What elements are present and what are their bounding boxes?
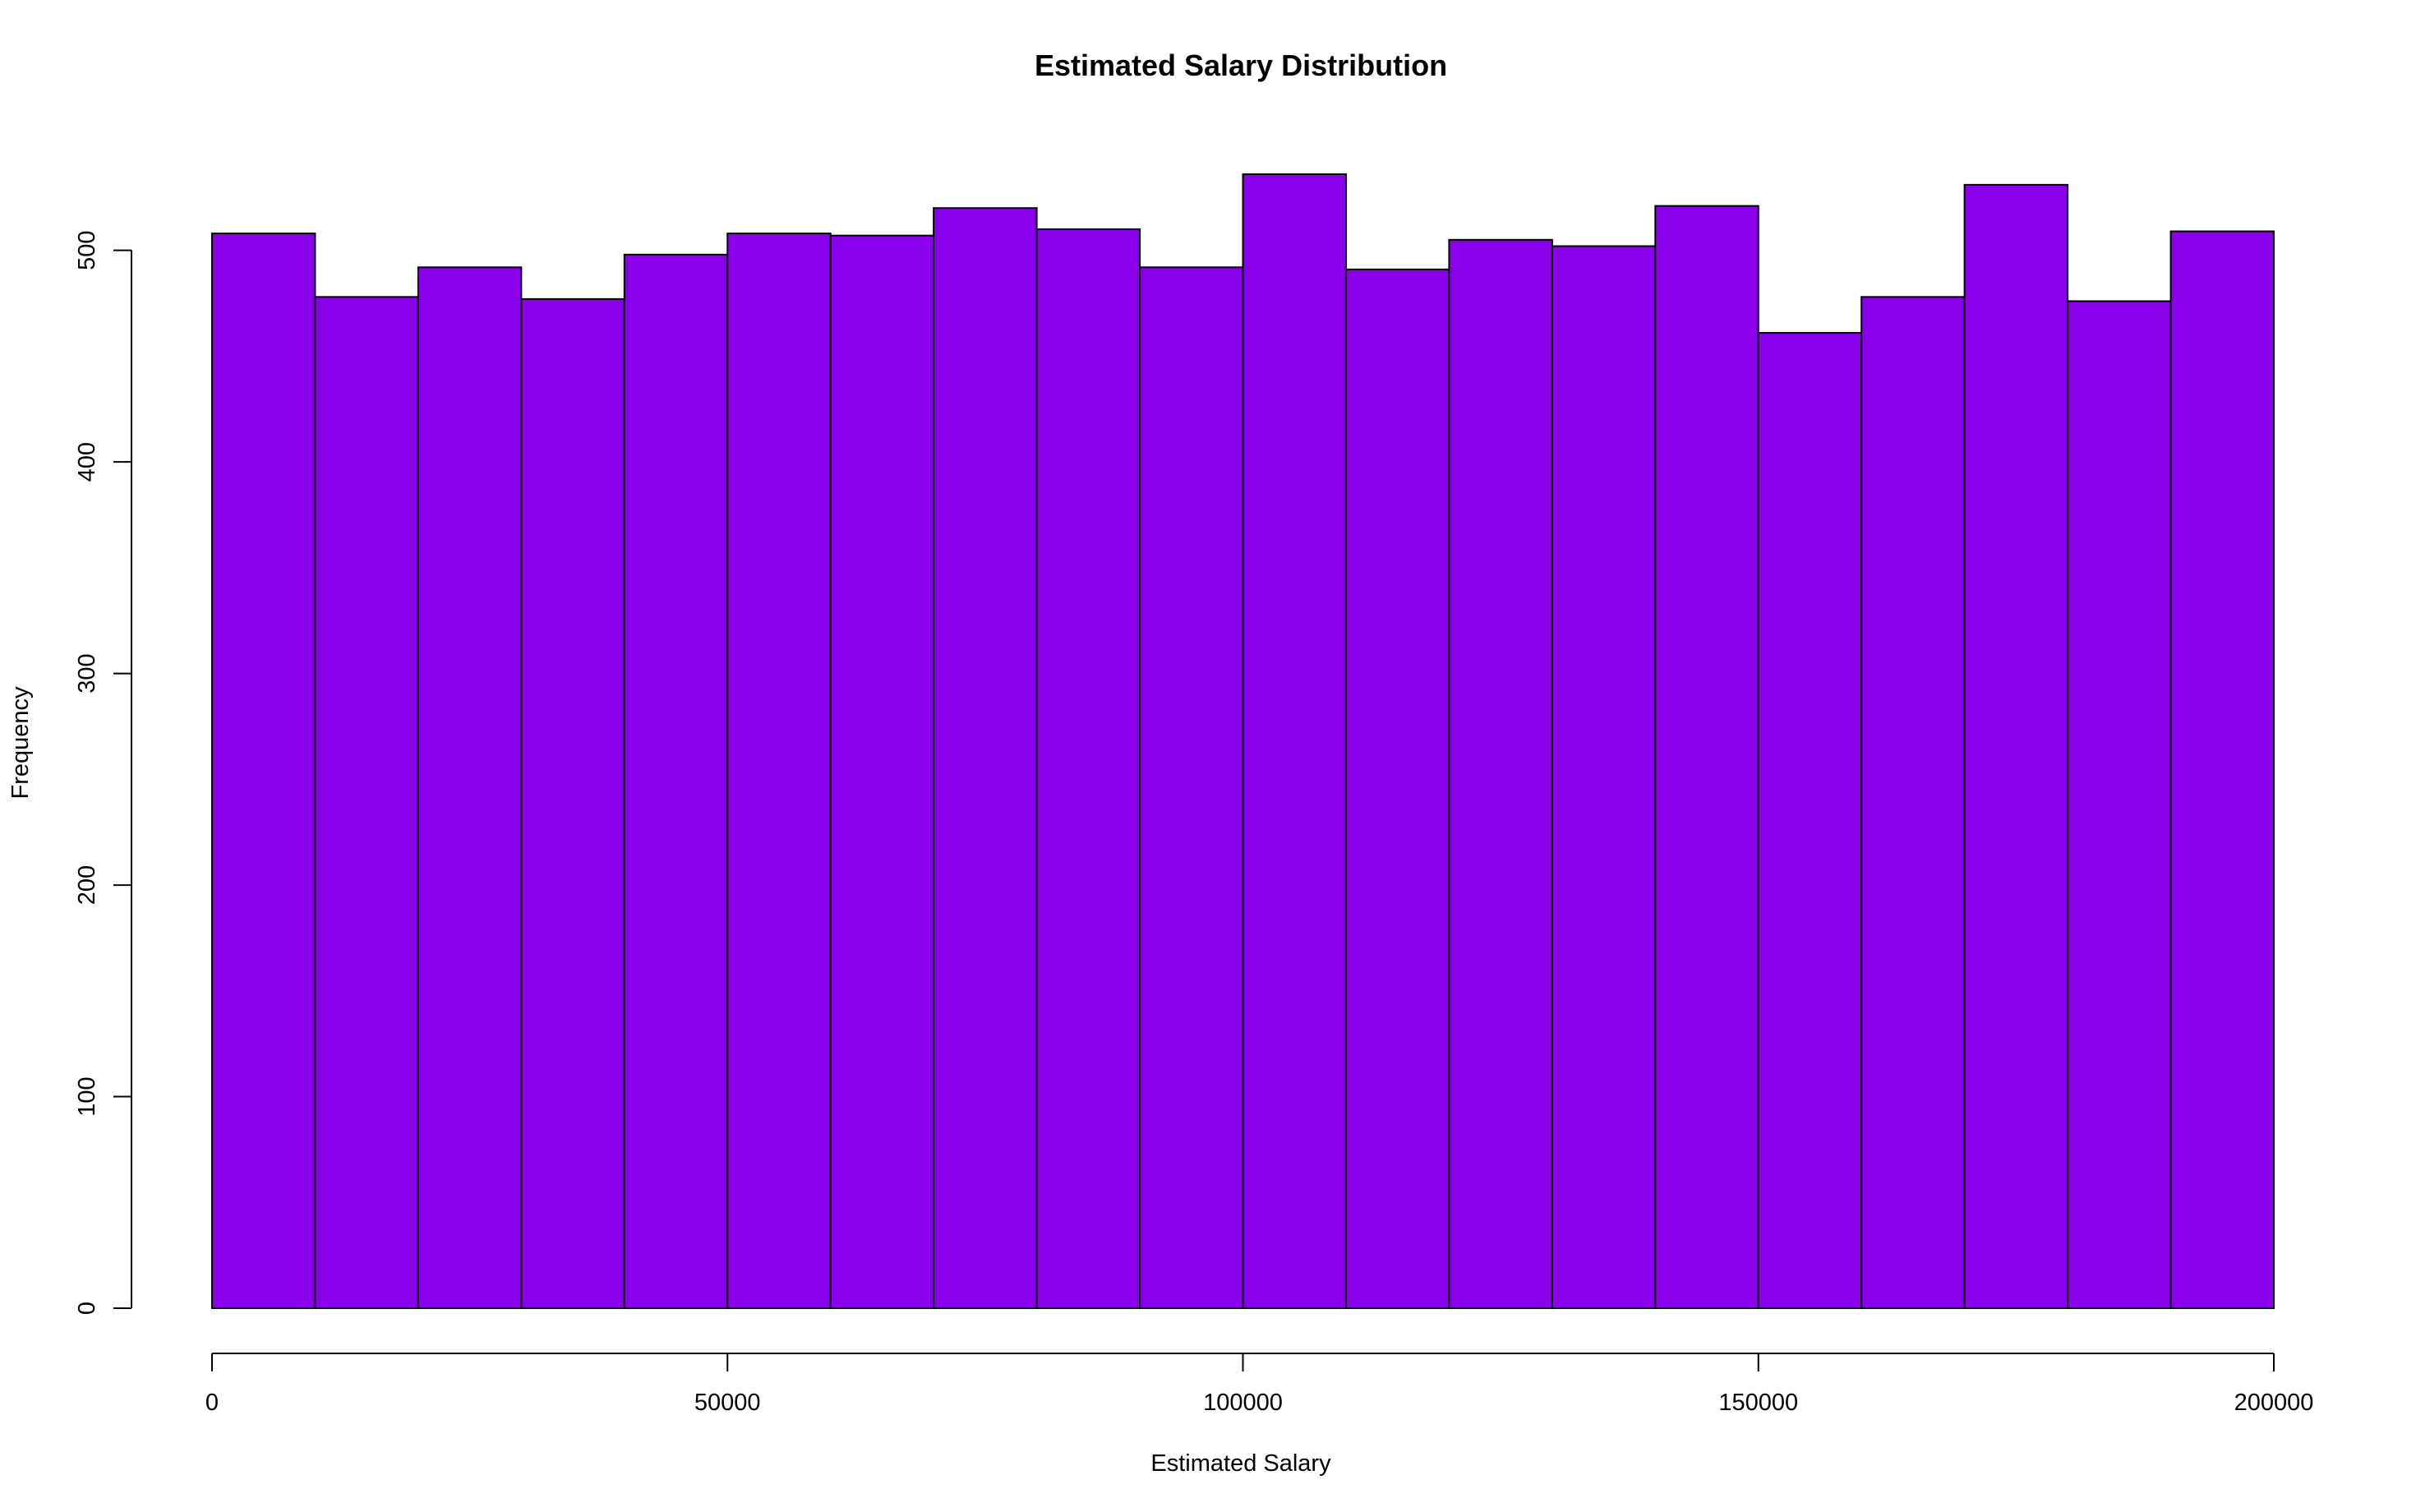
- histogram-bar-15: [1654, 205, 1759, 1310]
- histogram-bar-1: [211, 233, 316, 1309]
- histogram-bar-14: [1551, 245, 1657, 1309]
- y-tick-label-4: 300: [74, 653, 100, 693]
- y-tick-label-5: 400: [74, 442, 100, 482]
- histogram-bar-20: [2169, 230, 2275, 1310]
- y-tick-label-2: 100: [74, 1076, 100, 1116]
- x-tick-label-2: 50000: [694, 1390, 761, 1416]
- bars-group: [211, 173, 2275, 1310]
- histogram-bar-8: [933, 207, 1038, 1310]
- x-tick-label-1: 0: [205, 1390, 219, 1416]
- y-tick-label-3: 200: [74, 865, 100, 905]
- histogram-bar-19: [2067, 300, 2172, 1309]
- histogram-bar-10: [1139, 266, 1244, 1309]
- histogram-bar-9: [1035, 228, 1141, 1309]
- y-tick-label-1: 0: [74, 1302, 100, 1315]
- chart-title: Estimated Salary Distribution: [1035, 48, 1447, 82]
- histogram-bar-5: [623, 253, 729, 1309]
- histogram-bar-11: [1242, 173, 1347, 1309]
- histogram-bar-2: [314, 296, 419, 1309]
- histogram-bar-7: [829, 234, 935, 1309]
- y-axis: 0 100 200 300 400 500: [74, 230, 132, 1315]
- x-tick-label-3: 100000: [1203, 1390, 1283, 1416]
- histogram-bar-6: [726, 233, 832, 1309]
- y-axis-label: Frequency: [7, 686, 34, 800]
- y-tick-label-6: 500: [74, 230, 100, 270]
- x-tick-label-4: 150000: [1718, 1390, 1798, 1416]
- histogram-bar-18: [1963, 183, 2069, 1309]
- x-axis: 0 50000 100000 150000 200000: [205, 1353, 2313, 1416]
- histogram-bar-17: [1860, 296, 1966, 1309]
- histogram-bar-12: [1344, 268, 1450, 1310]
- x-axis-label: Estimated Salary: [1150, 1450, 1331, 1477]
- x-tick-label-5: 200000: [2234, 1390, 2314, 1416]
- histogram-bar-13: [1448, 238, 1553, 1309]
- histogram-bar-16: [1757, 332, 1863, 1309]
- histogram-bar-3: [417, 266, 523, 1309]
- histogram-bar-4: [520, 297, 625, 1310]
